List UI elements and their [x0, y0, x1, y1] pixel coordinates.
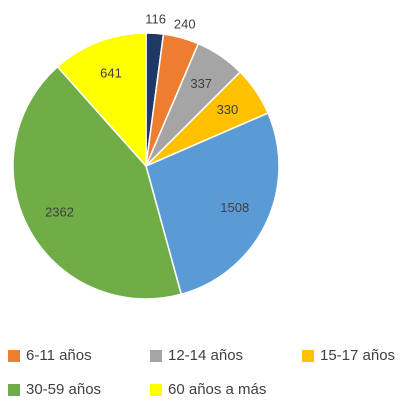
legend-label: 15-17 años: [320, 347, 395, 364]
legend-label: 30-59 años: [26, 381, 101, 398]
legend-label: 6-11 años: [26, 347, 92, 364]
data-label: 116: [145, 11, 166, 26]
data-label: 240: [174, 16, 196, 31]
legend-label: 12-14 años: [168, 347, 243, 364]
legend-swatch: [302, 350, 314, 362]
legend-swatch: [150, 384, 162, 396]
legend-swatch: [8, 350, 20, 362]
legend-swatch: [8, 384, 20, 396]
data-label: 330: [217, 102, 239, 117]
data-label: 337: [190, 76, 212, 91]
data-label: 2362: [45, 204, 74, 219]
data-label: 641: [100, 65, 122, 80]
legend-swatch: [150, 350, 162, 362]
legend-label: 60 años a más: [168, 381, 266, 398]
data-label: 1508: [220, 200, 249, 215]
pie-slice: [56, 32, 147, 168]
pie-slice: [12, 65, 183, 300]
pie-slice: [145, 112, 280, 296]
